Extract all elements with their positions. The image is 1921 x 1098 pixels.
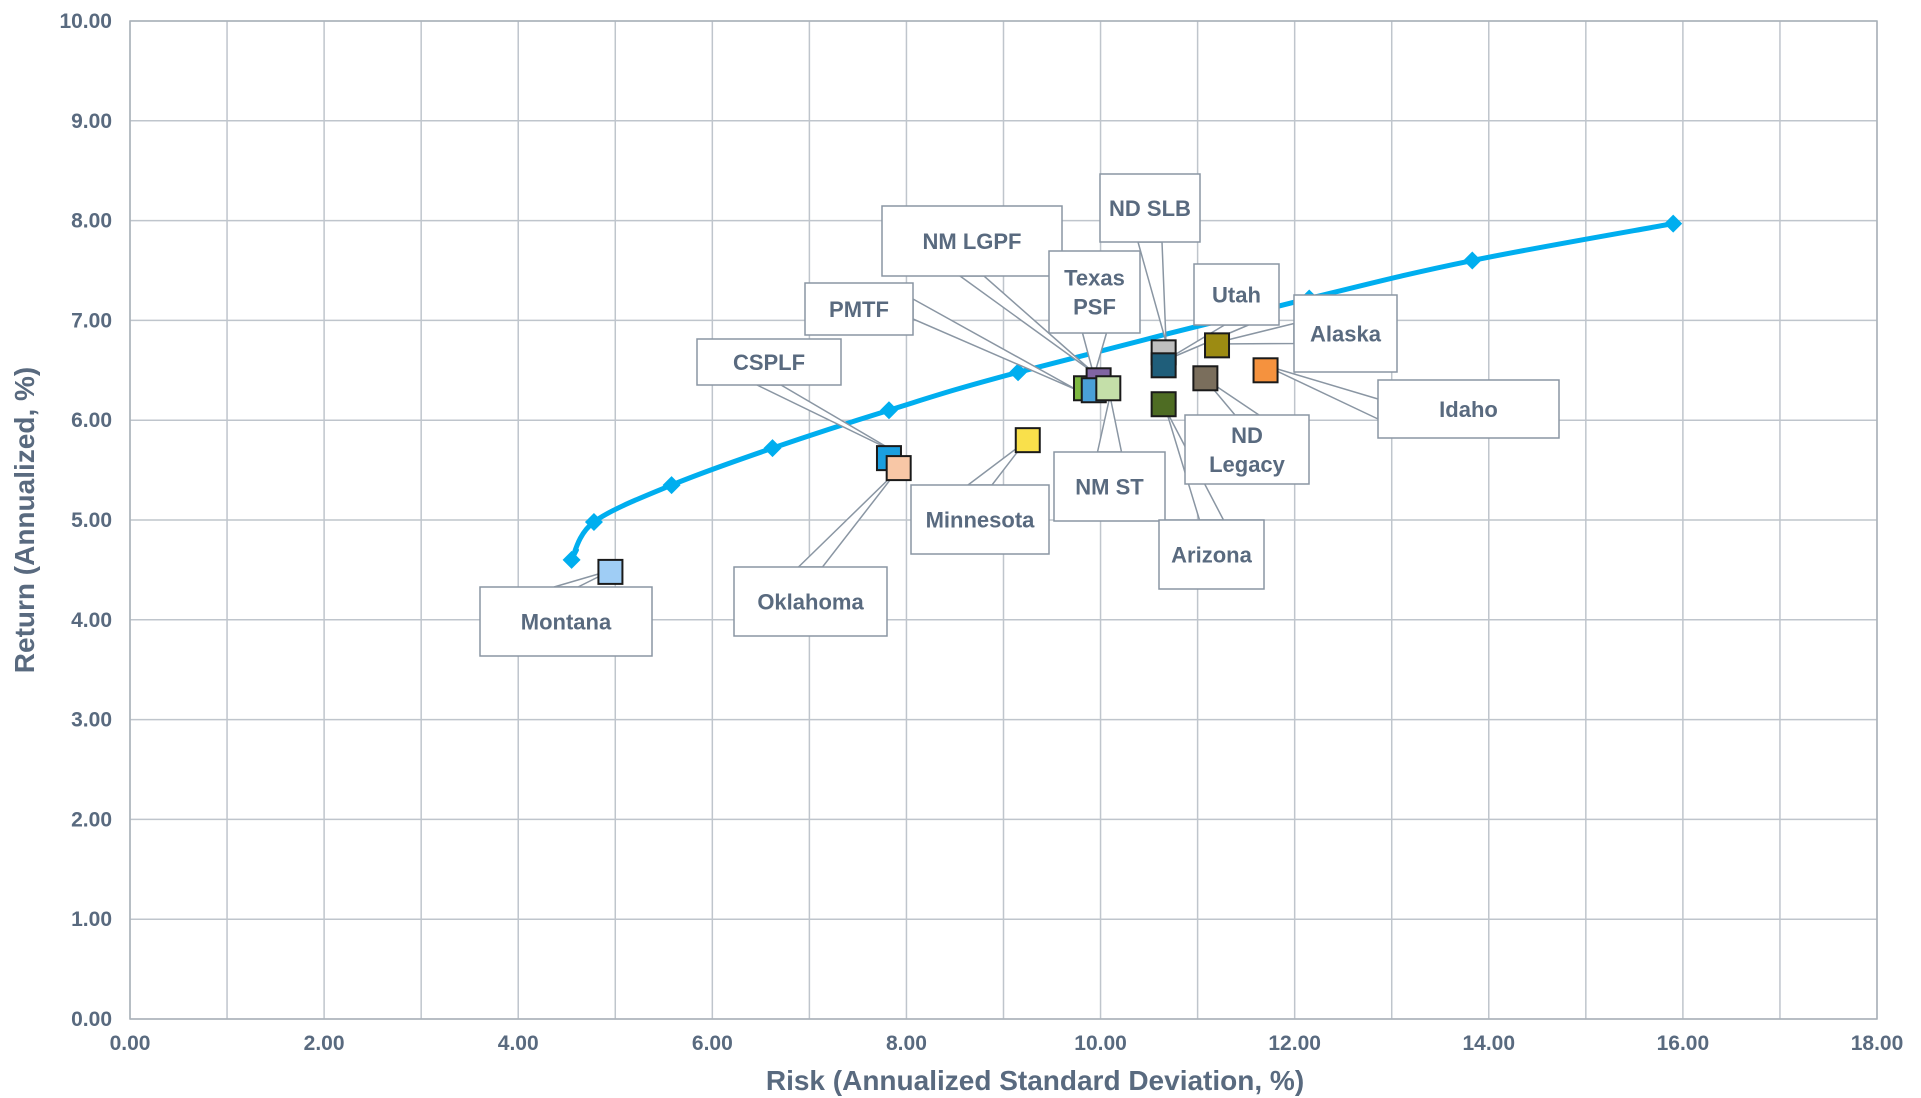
callout-box-pmtf: [804, 282, 914, 336]
callout-label-alaska: Alaska: [1310, 322, 1382, 347]
callout-label-oklahoma: Oklahoma: [757, 590, 864, 615]
frontier-point: [879, 401, 898, 420]
callout-label-nd-legacy: Legacy: [1209, 452, 1286, 477]
frontier-point: [584, 512, 603, 531]
fund-marker-idaho: [1252, 357, 1279, 384]
callout-label-utah: Utah: [1212, 283, 1261, 308]
y-tick-label: 3.00: [71, 709, 112, 732]
callout-label-nm-st: NM ST: [1075, 475, 1144, 500]
y-tick-label: 2.00: [71, 808, 112, 831]
x-tick-label: 18.00: [1851, 1032, 1904, 1055]
fund-marker-utah: [1150, 352, 1177, 379]
callout-box-csplf: [696, 338, 842, 386]
fund-marker-nm-st: [1095, 375, 1122, 402]
y-tick-label: 4.00: [71, 609, 112, 632]
callout-box-nd-slb: [1099, 173, 1201, 243]
x-tick-label: 16.00: [1657, 1032, 1710, 1055]
frontier-point: [1009, 363, 1028, 382]
fund-marker-oklahoma: [885, 455, 912, 482]
callout-label-texas-psf: PSF: [1073, 295, 1116, 320]
frontier-point: [562, 550, 581, 569]
frontier-point: [763, 439, 782, 458]
callout-label-arizona: Arizona: [1171, 543, 1252, 568]
callout-label-pmtf: PMTF: [829, 297, 889, 322]
frontier-point: [1463, 251, 1482, 270]
y-tick-label: 0.00: [71, 1008, 112, 1031]
x-tick-label: 0.00: [110, 1032, 151, 1055]
callout-box-minnesota: [910, 484, 1050, 555]
callout-box-utah: [1193, 263, 1280, 326]
fund-marker-alaska: [1204, 332, 1231, 359]
plot-border: [129, 20, 1878, 1020]
fund-markers: [597, 332, 1279, 585]
y-tick-label: 8.00: [71, 210, 112, 233]
x-tick-label: 14.00: [1462, 1032, 1515, 1055]
callout-label-nm-lgpf: NM LGPF: [923, 229, 1022, 254]
callout-label-idaho: Idaho: [1439, 397, 1498, 422]
y-tick-label: 1.00: [71, 908, 112, 931]
x-tick-label: 4.00: [498, 1032, 539, 1055]
y-tick-label: 7.00: [71, 309, 112, 332]
x-tick-label: 12.00: [1268, 1032, 1321, 1055]
y-tick-label: 6.00: [71, 409, 112, 432]
y-tick-label: 5.00: [71, 509, 112, 532]
x-axis-title: Risk (Annualized Standard Deviation, %): [766, 1065, 1304, 1096]
y-axis-title: Return (Annualized, %): [9, 367, 40, 673]
callout-leader-oklahoma: [796, 470, 898, 568]
tick-labels: 0.00 2.00 4.00 6.00 8.00 10.00 12.00 14.00 16.00…: [59, 10, 1903, 1055]
callout-leader-csplf: [756, 384, 898, 454]
y-tick-label: 9.00: [71, 110, 112, 133]
y-tick-label: 10.00: [59, 10, 112, 33]
callout-box-oklahoma: [733, 566, 888, 637]
callout-label-csplf: CSPLF: [733, 350, 805, 375]
callout-leader-nd-slb: [1137, 241, 1167, 343]
callout-label-nd-slb: ND SLB: [1109, 196, 1191, 221]
callout-box-alaska: [1293, 294, 1398, 373]
callout-box-idaho: [1377, 379, 1560, 439]
fund-marker-nd-legacy: [1192, 365, 1219, 392]
callout-box-texas-psf: [1048, 250, 1141, 334]
x-tick-label: 10.00: [1074, 1032, 1127, 1055]
fund-callouts: Montana CSPLF Oklahoma Minnesota PMTF NM LGPF…: [479, 173, 1560, 657]
callout-label-montana: Montana: [521, 610, 612, 635]
callout-label-texas-psf: Texas: [1064, 266, 1125, 291]
fund-marker-minnesota: [1014, 427, 1041, 454]
callout-box-nd-legacy: [1184, 414, 1310, 485]
callout-box-montana: [479, 586, 653, 657]
frontier-point: [1664, 214, 1683, 233]
callout-box-nm-lgpf: [881, 205, 1063, 277]
callout-label-minnesota: Minnesota: [926, 508, 1036, 533]
frontier-point: [662, 476, 681, 495]
callout-box-arizona: [1158, 519, 1265, 590]
callout-leader-idaho: [1263, 364, 1379, 421]
x-tick-label: 8.00: [886, 1032, 927, 1055]
fund-marker-arizona: [1150, 391, 1177, 418]
efficient-frontier: [562, 214, 1683, 569]
callout-label-nd-legacy: ND: [1231, 423, 1263, 448]
x-tick-label: 2.00: [304, 1032, 345, 1055]
x-tick-label: 6.00: [692, 1032, 733, 1055]
callout-box-nm-st: [1053, 451, 1166, 522]
fund-marker-montana: [597, 558, 624, 585]
